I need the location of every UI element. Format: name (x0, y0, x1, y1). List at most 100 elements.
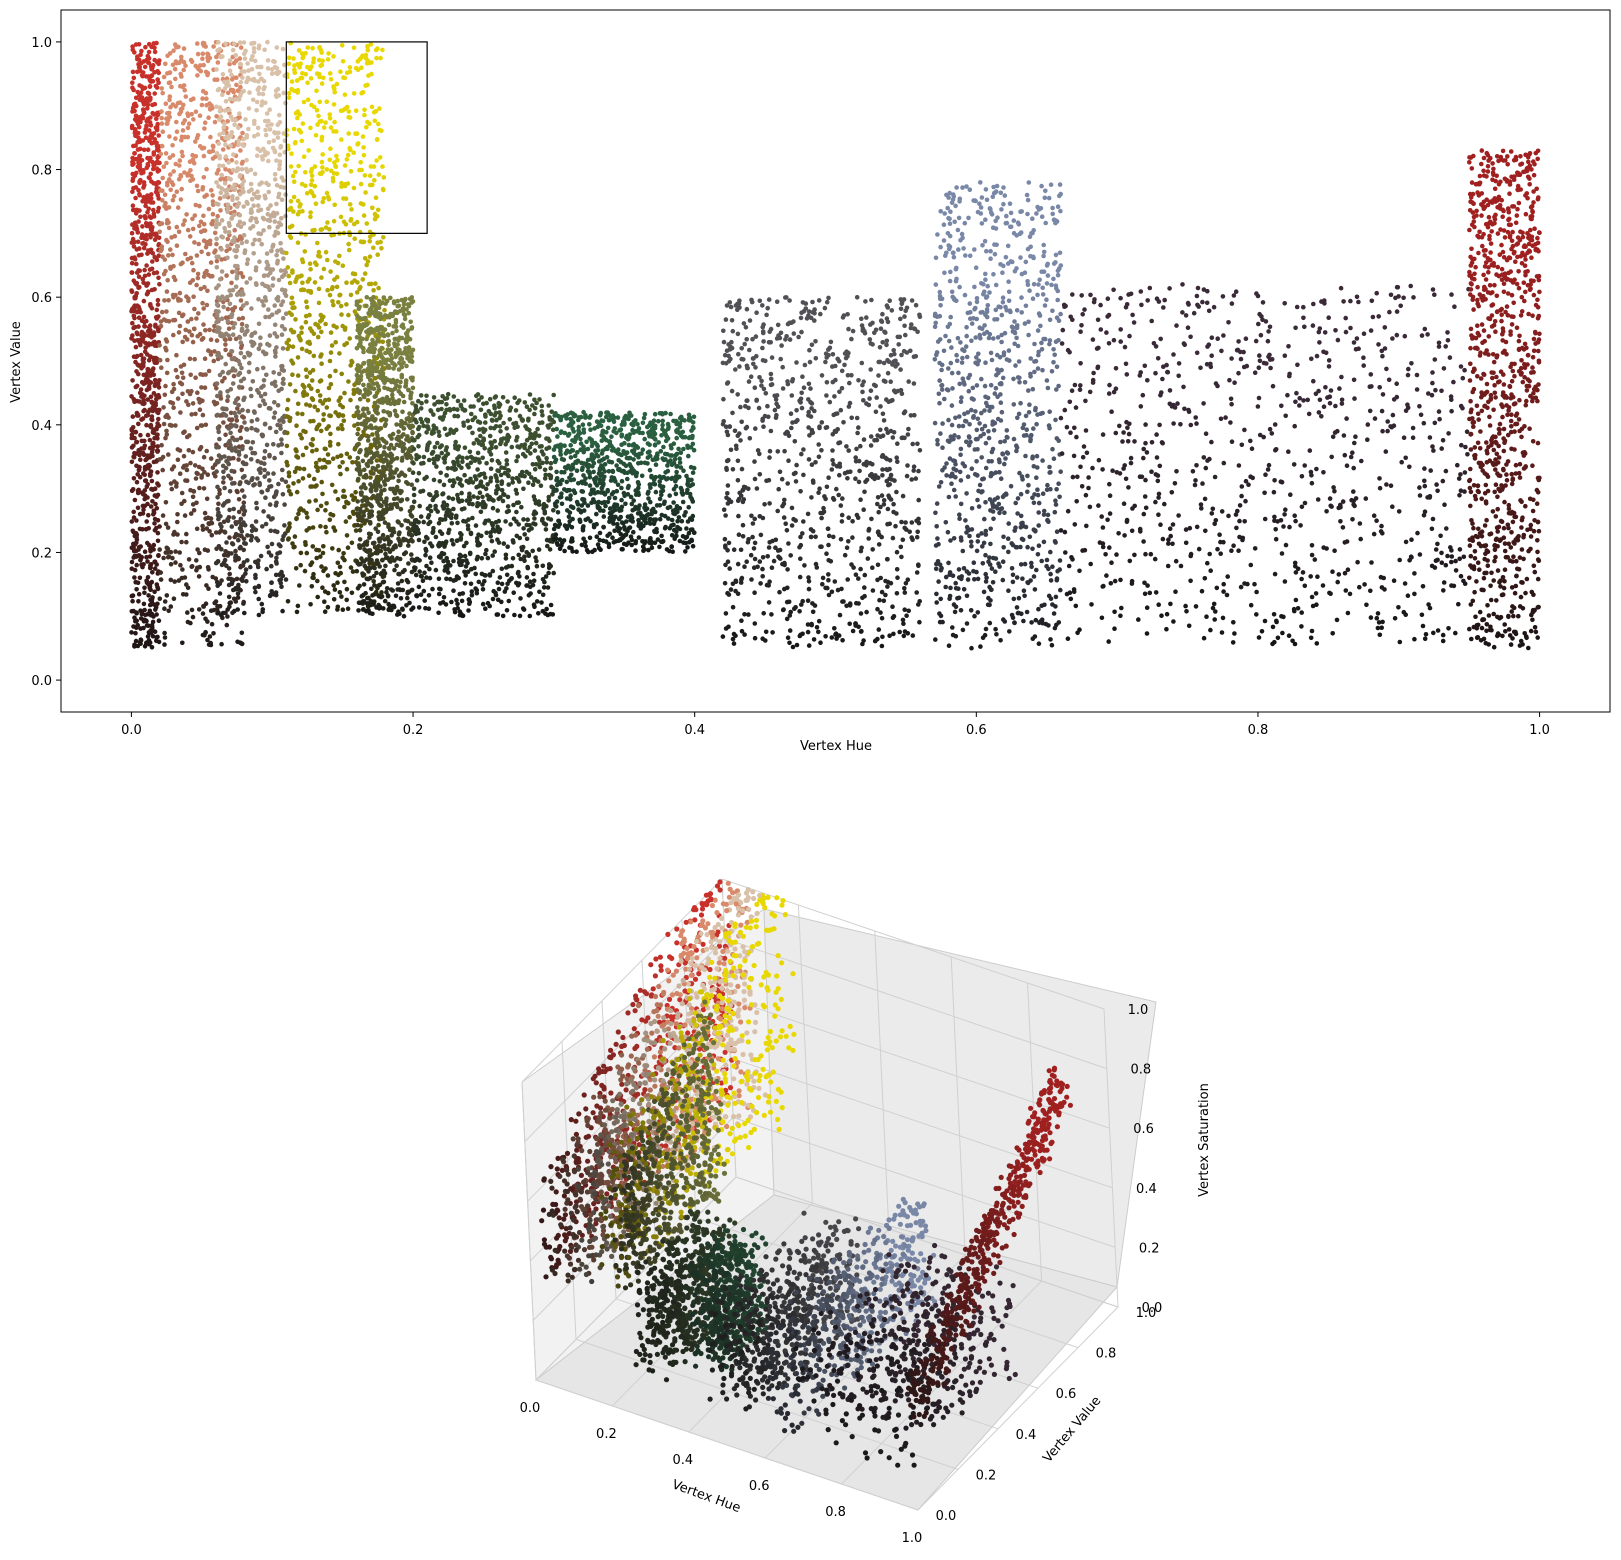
scatter-point (258, 553, 264, 559)
scatter-point (378, 316, 383, 322)
scatter-point (238, 298, 244, 303)
scatter-point (162, 599, 168, 604)
scatter-point (167, 177, 172, 182)
scatter-point (299, 75, 305, 81)
scatter-point (161, 164, 167, 169)
scatter-point (374, 558, 380, 563)
scatter-point (138, 352, 144, 358)
scatter-point (275, 122, 281, 128)
scatter-point (398, 356, 403, 362)
scatter-point (144, 283, 150, 288)
scatter-point (145, 210, 150, 215)
scatter-point (177, 100, 183, 105)
scatter-point (357, 364, 362, 370)
scatter-point (214, 218, 219, 223)
scatter-point (319, 361, 324, 367)
scatter-point (141, 452, 147, 458)
scatter-point (311, 331, 317, 337)
scatter-point (211, 44, 216, 49)
scatter-point (260, 281, 265, 287)
scatter-point (135, 505, 141, 511)
scatter-point (290, 305, 295, 311)
scatter-point (367, 390, 373, 396)
scatter-point (214, 338, 220, 343)
scatter-point (331, 171, 337, 176)
scatter-point (359, 556, 364, 561)
scatter-point (344, 104, 350, 110)
scatter-point (134, 247, 140, 252)
scatter-point (243, 461, 249, 467)
scatter-point (392, 309, 398, 314)
scatter-point (210, 143, 216, 149)
scatter-point (176, 578, 182, 583)
scatter-point (380, 579, 386, 585)
scatter-point (202, 284, 207, 290)
scatter-point (189, 260, 195, 266)
scatter-point (395, 496, 400, 501)
scatter-point (204, 96, 209, 101)
scatter-point (224, 248, 229, 254)
scatter-point (317, 393, 323, 398)
scatter-point (179, 186, 184, 192)
scatter-point (147, 267, 153, 272)
scatter-point (239, 167, 245, 172)
scatter-point (404, 337, 410, 342)
scatter-point (366, 359, 371, 364)
scatter-point (489, 417, 495, 423)
scatter-point (214, 265, 220, 270)
scatter-point (536, 462, 542, 467)
scatter-point (407, 467, 412, 473)
scatter-point (134, 330, 140, 336)
scatter-point (130, 378, 135, 383)
scatter-point (229, 551, 234, 556)
scatter-point (372, 483, 377, 489)
scatter-point (129, 630, 134, 635)
scatter-point (191, 267, 196, 273)
scatter-point (218, 208, 223, 213)
scatter-point (250, 97, 256, 103)
scatter-point (262, 152, 268, 158)
scatter-point (299, 330, 304, 336)
scatter-point (249, 533, 254, 539)
scatter-point (165, 180, 170, 185)
scatter-point (241, 303, 246, 308)
scatter-point (197, 550, 202, 556)
scatter-point (189, 316, 194, 322)
scatter-point (221, 519, 227, 525)
scatter-point (146, 272, 152, 277)
scatter-point (333, 368, 338, 374)
scatter-point (181, 430, 186, 436)
scatter-point (133, 195, 138, 201)
scatter-point (142, 496, 147, 502)
scatter-point (195, 275, 201, 281)
scatter-point (315, 507, 320, 513)
scatter-point (215, 583, 220, 589)
scatter-point (190, 216, 195, 222)
scatter-point (235, 244, 241, 249)
scatter-point (204, 302, 210, 308)
scatter-point (276, 93, 282, 98)
scatter-point (144, 422, 149, 428)
scatter-point (150, 259, 155, 264)
scatter-point (305, 80, 310, 86)
scatter-point (377, 502, 382, 507)
scatter-point (262, 47, 267, 53)
scatter-point (134, 451, 139, 456)
scatter-point (223, 41, 228, 47)
scatter-point (233, 445, 238, 451)
scatter-point (407, 411, 412, 416)
scatter-point (347, 336, 353, 341)
scatter-point (293, 110, 299, 116)
scatter-point (172, 317, 178, 323)
scatter-point (427, 566, 432, 572)
scatter-point (253, 527, 259, 533)
scatter-point (178, 83, 183, 89)
scatter-point (395, 504, 400, 510)
scatter-point (394, 383, 399, 388)
scatter-point (236, 457, 241, 462)
scatter-point (361, 213, 367, 218)
scatter-point (442, 426, 448, 432)
scatter-point (393, 350, 399, 356)
scatter-point (267, 454, 272, 459)
scatter-point (239, 240, 245, 246)
